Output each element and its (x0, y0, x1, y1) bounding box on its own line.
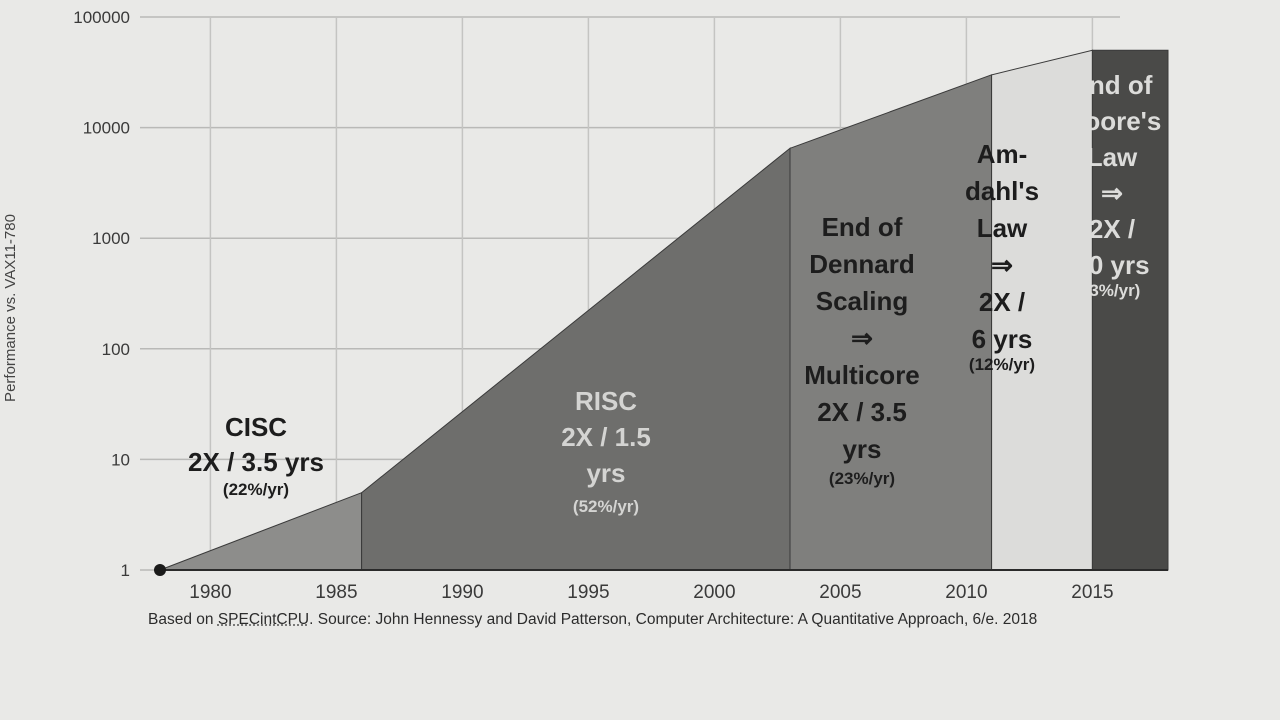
y-axis-label: Performance vs. VAX11-780 (2, 214, 19, 402)
segment-label-line: Moore's (1063, 106, 1162, 136)
segment-label-line: Dennard (809, 249, 914, 279)
segment-label: End of Moore's Law ⇒ 2X / 20 yrs(3%/yr) (1063, 70, 1162, 300)
segment-label-line: 2X / (979, 287, 1025, 317)
y-tick-label: 1 (121, 561, 130, 580)
x-tick-label: 2005 (819, 582, 861, 603)
y-tick-label: 10000 (83, 119, 130, 138)
segment-label-line: 20 yrs (1074, 250, 1149, 280)
caption-prefix: Based on (148, 611, 218, 628)
segment-label-line: Multicore (804, 360, 920, 390)
y-tick-label: 10 (111, 450, 130, 469)
source-caption: Based on SPECintCPU. Source: John Hennes… (148, 611, 1037, 629)
segment-rate: (23%/yr) (829, 469, 895, 488)
segment-label-line: ⇒ (991, 250, 1013, 280)
segment-label-line: CISC (225, 412, 287, 442)
x-tick-label: 1990 (441, 582, 483, 603)
segment-label-line: Law (1087, 142, 1138, 172)
x-tick-label: 1980 (189, 582, 231, 603)
caption-rest: . Source: John Hennessy and David Patter… (309, 611, 1038, 628)
segment-label-line: RISC (575, 386, 637, 416)
x-tick-label: 1995 (567, 582, 609, 603)
segment-label-line: yrs (586, 458, 625, 488)
segment-label-line: ⇒ (1101, 178, 1123, 208)
segment-label-line: 2X / 1.5 (561, 422, 651, 452)
x-tick-label: 2000 (693, 582, 735, 603)
segment-rate: (3%/yr) (1084, 281, 1141, 300)
segment-label-line: 6 yrs (972, 324, 1033, 354)
segment-area (159, 491, 363, 571)
y-tick-label: 1000 (92, 229, 130, 248)
segment-label: Am-dahl's Law ⇒ 2X / 6 yrs(12%/yr) (965, 139, 1039, 374)
segment-label-line: End of (1072, 70, 1153, 100)
y-tick-labels: 100000 10000 1000 100 10 1 (73, 8, 130, 580)
segment-label: End of Dennard Scaling ⇒ Multicore 2X / 3.5 yr… (804, 212, 920, 488)
segment-label-line: End of (822, 212, 903, 242)
segment-rate: (12%/yr) (969, 355, 1035, 374)
y-tick-label: 100 (102, 340, 130, 359)
segment-area (789, 74, 993, 571)
start-point (154, 564, 166, 576)
x-tick-labels: 1980 1985 1990 1995 2000 2005 2010 2015 (189, 582, 1113, 603)
spec-link[interactable]: SPECintCPU (217, 611, 310, 628)
segment-labels: CISC 2X / 3.5 yrs (22%/yr) RISC 2X / 1.5 yrs (… (188, 70, 1161, 516)
segment-label-line: dahl's (965, 176, 1039, 206)
segment-rate: (52%/yr) (573, 497, 639, 516)
segment-label-line: 2X / 3.5 yrs (188, 447, 324, 477)
axes (154, 564, 1168, 576)
segment-label-line: yrs (842, 434, 881, 464)
segment-label-line: Scaling (816, 286, 908, 316)
segment-label-line: ⇒ (851, 323, 873, 353)
segment-label-line: 2X / 3.5 (817, 397, 907, 427)
x-tick-label: 2010 (945, 582, 987, 603)
segment-label-line: Am- (977, 139, 1028, 169)
segment-label-line: 2X / (1089, 214, 1135, 244)
segment-label: RISC 2X / 1.5 yrs (52%/yr) (561, 386, 651, 516)
segment-label-line: Law (977, 213, 1028, 243)
chart-areas (159, 49, 1169, 571)
x-tick-label: 1985 (315, 582, 357, 603)
segment-rate: (22%/yr) (223, 480, 289, 499)
x-tick-label: 2015 (1071, 582, 1113, 603)
segment-label: CISC 2X / 3.5 yrs (22%/yr) (188, 412, 324, 499)
y-tick-label: 100000 (73, 8, 130, 27)
